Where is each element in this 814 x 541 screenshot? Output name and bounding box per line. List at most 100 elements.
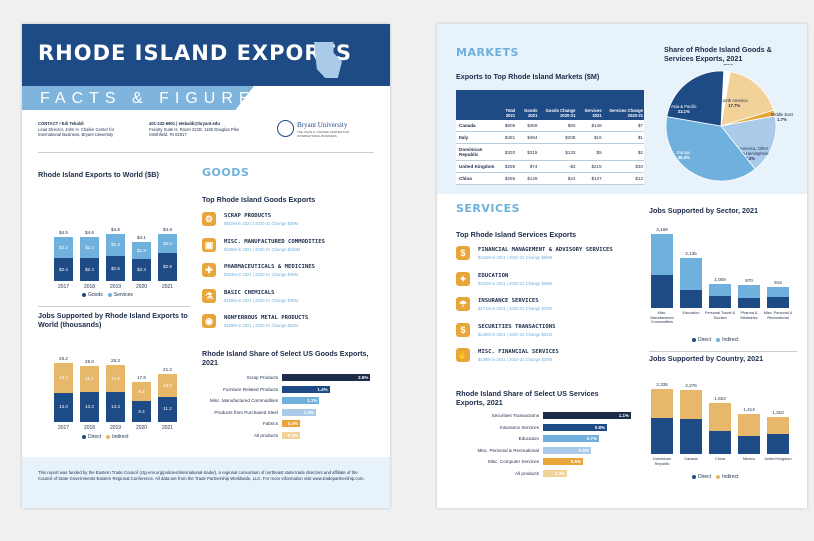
share-bar: 0.8%: [543, 423, 607, 431]
umbrella-icon: ☂: [456, 297, 470, 311]
pie-label-value: 1.9%: [723, 64, 734, 66]
value-cell: -$3: [538, 160, 577, 173]
table-row: United Kingdom $289 $74 -$3 $215 $30: [456, 160, 644, 173]
value-cell: $16: [576, 131, 603, 144]
value-cell: $30: [602, 160, 644, 173]
share-bar: 0.5%: [543, 458, 583, 465]
services-heading: SERVICES: [456, 202, 521, 215]
item-detail: $171M in 2021 | 2020-21 Change $18M: [478, 306, 552, 311]
value-cell: $12: [602, 172, 644, 185]
value-label: $2.3: [137, 267, 146, 273]
list-item: ⚗ BASIC CHEMICALS $196M in 2021 | 2020-21 …: [202, 288, 352, 307]
item-title: NONFERROUS METAL PRODUCTS: [224, 315, 309, 321]
pie-label-name: Latin America, Other Western Hemisphere: [729, 146, 769, 156]
value-label: 10.0: [163, 382, 172, 388]
bar-value: 0.3%: [287, 432, 298, 438]
share-bar: 2.6%: [282, 374, 371, 381]
bar-value: 0.3%: [554, 470, 565, 476]
top-services-title: Top Rhode Island Services Exports: [456, 230, 577, 239]
value-cell: $320: [497, 143, 517, 161]
bar-label: Securities Transactions: [491, 413, 540, 418]
bar-label: Education: [518, 436, 539, 441]
value-label: $2.6: [111, 265, 120, 271]
bar-indirect: [132, 382, 151, 402]
bar-direct: [651, 417, 673, 454]
item-title: MISC. MANUFACTURED COMMODITIES: [224, 238, 326, 245]
item-title: SECURITIES TRANSACTIONS: [478, 323, 556, 330]
pie-label-name: Asia & Pacific: [671, 104, 697, 109]
footer-text: This report was funded by the Eastern Tr…: [38, 470, 365, 481]
pie-label-value: 17.7%: [728, 103, 741, 108]
jobs-world-legend: Direct Indirect: [77, 434, 128, 440]
bar-indirect: [680, 390, 702, 419]
x-tick-label: 2018: [83, 284, 96, 290]
jobs-sector-title: Jobs Supported by Sector, 2021: [649, 206, 759, 215]
pie-label-value: 23.1%: [677, 109, 690, 114]
share-bar: 0.7%: [543, 435, 599, 442]
value-cell: $133: [538, 143, 577, 161]
lightbulb-icon: ✦: [456, 271, 470, 286]
total-label: 25.0: [85, 358, 94, 364]
bar-services: [80, 237, 99, 259]
pie-label-value: 17.3%: [743, 156, 755, 161]
total-label: 2,276: [685, 383, 697, 389]
bar-direct: [132, 401, 151, 422]
page-title: RHODE ISLAND EXPORTS: [38, 41, 353, 65]
country-cell: Dominican Republic: [456, 143, 498, 161]
bar-label: Misc. Computer Services: [487, 459, 539, 464]
x-tick-label: Dominican Republic: [653, 457, 671, 466]
x-tick-label: 2021: [161, 284, 174, 290]
value-label: $2.9: [163, 264, 172, 270]
jobs-country-legend: Direct Indirect: [687, 474, 738, 480]
value-cell: $24: [538, 172, 577, 185]
exports-world-legend: Goods Services: [77, 292, 133, 298]
coins-icon: ◉: [202, 314, 216, 328]
value-cell: $215: [576, 160, 603, 173]
markets-table-title: Exports to Top Rhode Island Markets ($M): [456, 72, 600, 81]
share-bar: 0.4%: [282, 420, 300, 427]
x-tick-label: Canada: [684, 457, 698, 461]
item-detail: $334M in 2021 | 2020-21 Change $66M: [478, 255, 552, 260]
bar-direct: [680, 418, 702, 454]
value-cell: $1: [602, 131, 644, 144]
total-label: 25.3: [111, 358, 120, 364]
value-cell: $50: [538, 120, 577, 132]
list-item: ✋ MISC. FINANCIAL SERVICES $139M in 2021 |…: [456, 348, 606, 366]
total-label: $4.9: [163, 227, 172, 233]
footer-band: [22, 457, 390, 508]
total-label: 1,310: [772, 410, 784, 416]
bar-indirect: [80, 365, 99, 393]
goods-heading: GOODS: [202, 166, 250, 179]
bar-goods: [158, 253, 177, 281]
item-detail: $810M in 2021 | 2020-21 Change $29M: [224, 221, 298, 226]
bar-indirect: [709, 284, 731, 297]
bar-direct: [767, 297, 789, 308]
bar-indirect: [738, 285, 760, 299]
bar-label: Insurance Services: [499, 424, 539, 430]
bar-indirect: [106, 365, 125, 393]
value-cell: $137: [576, 172, 603, 185]
value-cell: $315: [516, 143, 539, 161]
jobs-world-title: Jobs Supported by Rhode Island Exports t…: [38, 311, 188, 329]
divider: [38, 306, 190, 307]
pie-label-name: North America: [721, 98, 748, 103]
value-cell: $289: [497, 160, 517, 173]
total-label: 1,009: [714, 277, 726, 283]
value-label: 13.0: [59, 404, 68, 410]
x-tick-label: Misc. Personal & Recreational: [763, 311, 793, 320]
share-bar: 1.1%: [543, 412, 631, 419]
bar-value: 2.6%: [358, 375, 369, 380]
list-item: ✦ EDUCATION $232M in 2021 | 2020-21 Change…: [456, 271, 606, 290]
list-item: ✚ PHARMACEUTICALS & MEDICINES $303M in 202…: [202, 263, 352, 281]
value-cell: $2: [602, 143, 644, 161]
bar-indirect: [158, 374, 177, 397]
value-label: 12.0: [111, 375, 120, 381]
x-tick-label: Mexico: [742, 457, 756, 461]
value-label: $2.2: [59, 244, 68, 250]
x-tick-label: 2020: [135, 284, 148, 290]
bar-direct: [106, 392, 125, 422]
total-label: $4.6: [85, 230, 94, 236]
value-cell: $148: [516, 172, 539, 185]
